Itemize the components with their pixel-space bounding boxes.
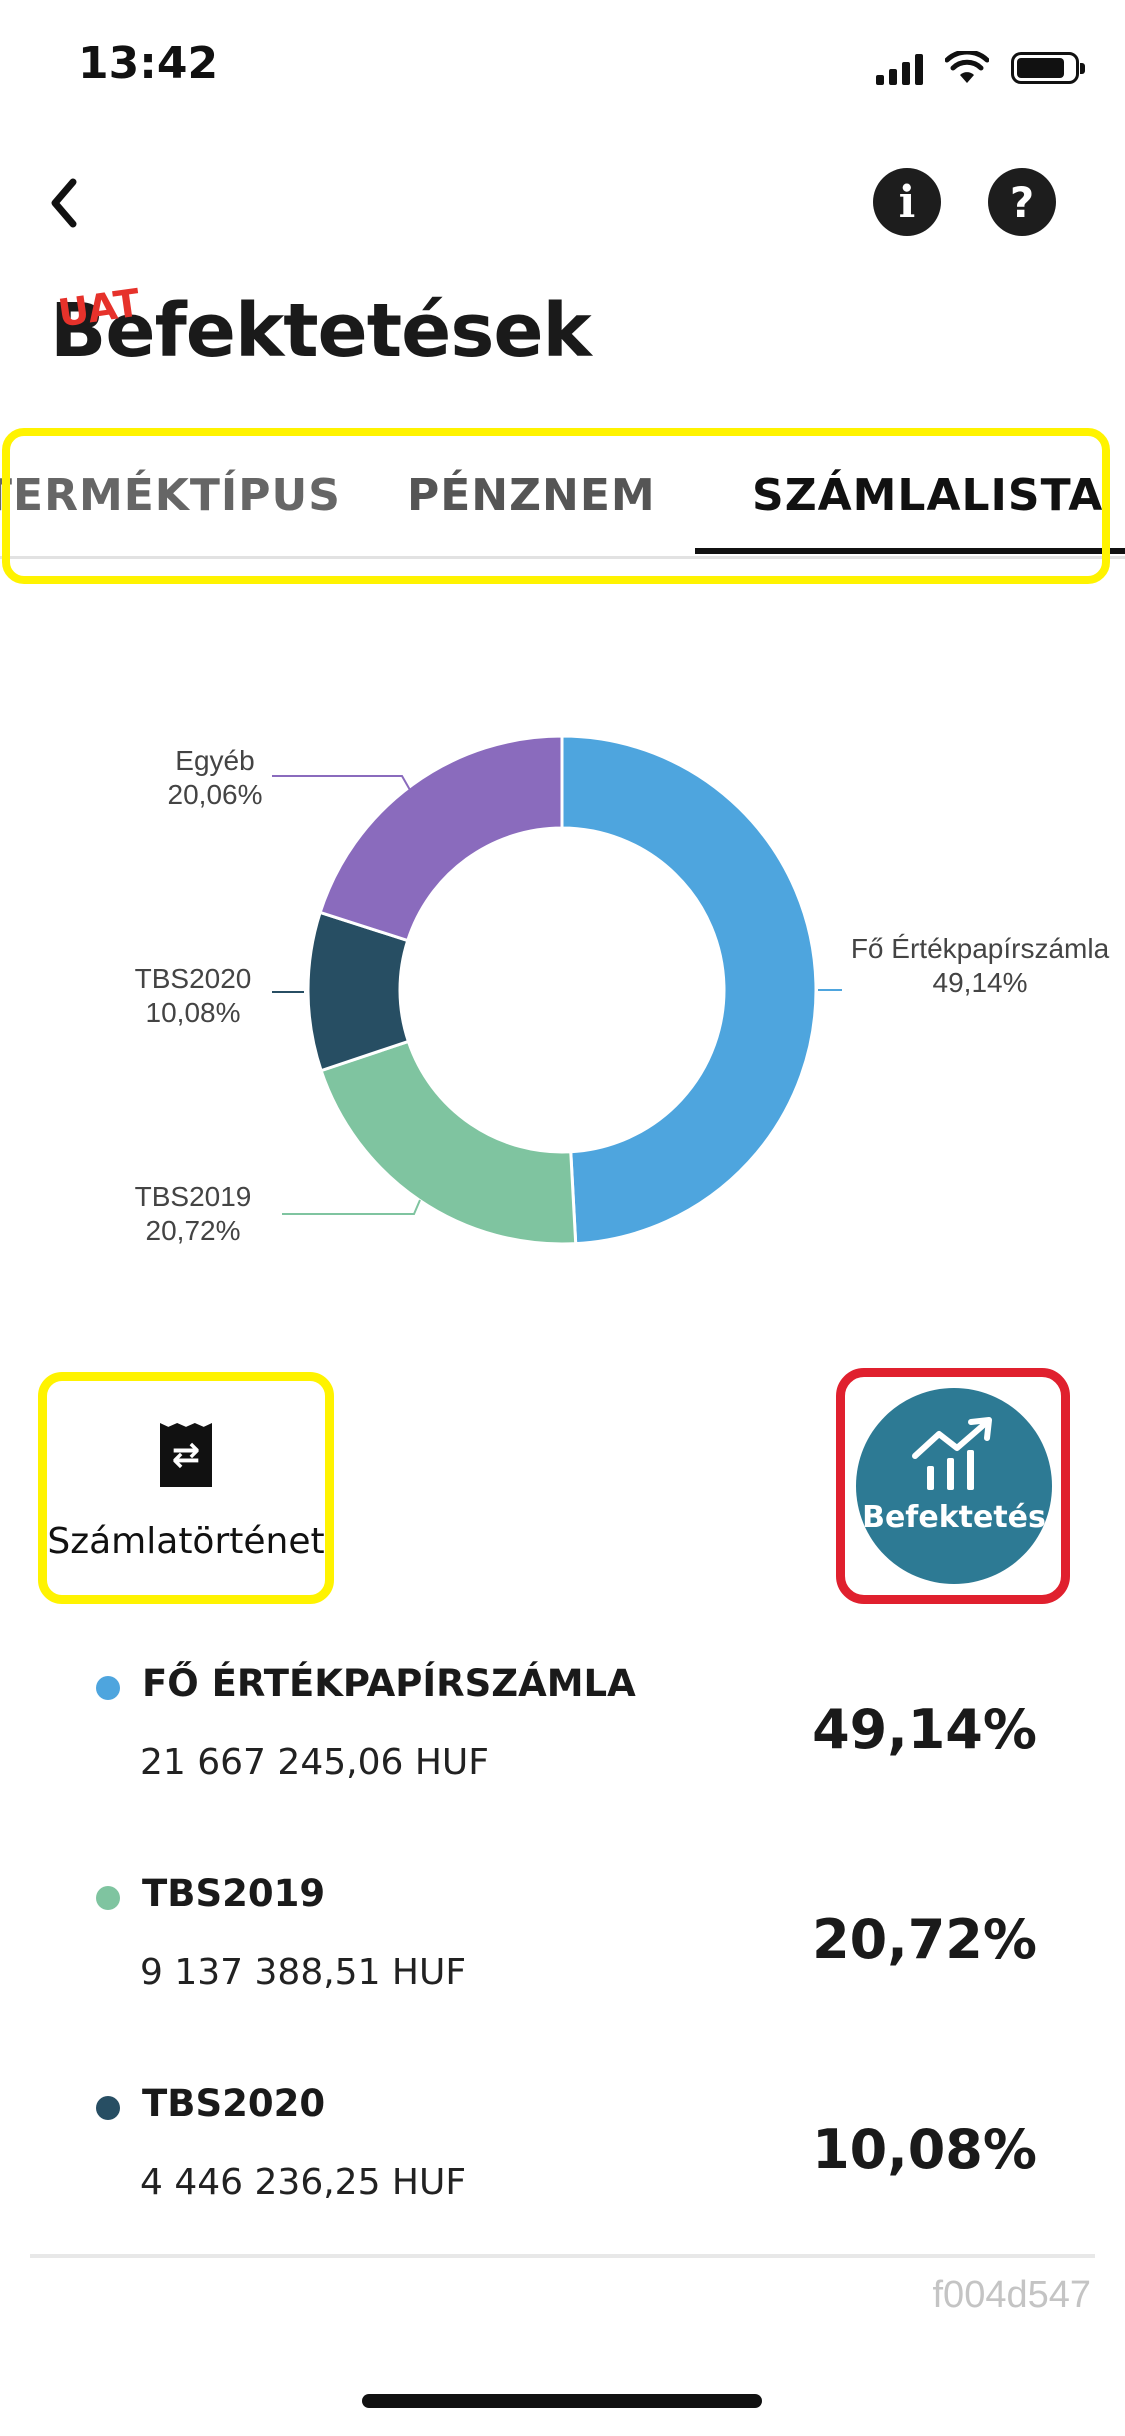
account-percent: 20,72%: [812, 1908, 1037, 1971]
chart-label-fo-name: Fő Értékpapírszámla: [850, 933, 1110, 964]
chart-label-egyeb-name: Egyéb: [175, 745, 255, 776]
back-button[interactable]: [40, 168, 88, 238]
help-button[interactable]: ?: [988, 168, 1056, 236]
account-amount: 21 667 245,06 HUF: [140, 1742, 489, 1783]
chart-label-tbs2020-name: TBS2020: [134, 963, 252, 994]
chart-label-tbs2019-name: TBS2019: [134, 1181, 252, 1212]
account-percent: 10,08%: [812, 2118, 1037, 2181]
tab-account-list[interactable]: SZÁMLALISTA: [752, 470, 1104, 521]
list-item[interactable]: TBS2020 4 446 236,25 HUF 10,08%: [0, 2078, 1125, 2278]
invest-label: Befektetés: [862, 1500, 1046, 1535]
info-icon: i: [898, 176, 916, 228]
account-amount: 9 137 388,51 HUF: [140, 1952, 467, 1993]
status-icons: [876, 46, 1085, 90]
donut-slice-egyeb: [318, 734, 564, 943]
chevron-left-icon: [51, 178, 77, 228]
account-percent: 49,14%: [812, 1698, 1037, 1761]
chart-label-tbs2019: TBS2019 20,72%: [118, 1180, 268, 1248]
tab-product-type[interactable]: TERMÉKTÍPUS: [0, 470, 341, 521]
chart-label-tbs2020: TBS2020 10,08%: [118, 962, 268, 1030]
account-history-button[interactable]: ⇄ Számlatörténet: [38, 1372, 334, 1604]
question-icon: ?: [1009, 177, 1035, 227]
tabs-divider: [0, 556, 1125, 559]
highlight-invest: [836, 1368, 1070, 1604]
chart-label-egyeb: Egyéb 20,06%: [140, 744, 290, 812]
list-item[interactable]: FŐ ÉRTÉKPAPÍRSZÁMLA 21 667 245,06 HUF 49…: [0, 1658, 1125, 1858]
account-history-label: Számlatörténet: [47, 1521, 325, 1562]
donut-slice-fo: [560, 734, 818, 1246]
account-name: TBS2020: [142, 2082, 326, 2125]
chart-label-fo-value: 49,14%: [932, 967, 1028, 998]
receipt-transfer-icon: ⇄: [160, 1423, 212, 1487]
leader-line-tbs2019: [282, 1199, 421, 1215]
list-item[interactable]: TBS2019 9 137 388,51 HUF 20,72%: [0, 1868, 1125, 2068]
page-title: Befektetések: [50, 288, 592, 374]
account-name: FŐ ÉRTÉKPAPÍRSZÁMLA: [142, 1662, 636, 1705]
account-color-dot: [96, 1886, 120, 1910]
cellular-signal-icon: [876, 51, 923, 85]
donut-slice-tbs2019: [319, 1039, 578, 1246]
trending-chart-icon: [912, 1417, 992, 1490]
account-amount: 4 446 236,25 HUF: [140, 2162, 467, 2203]
status-time: 13:42: [78, 38, 219, 89]
tab-bar: TERMÉKTÍPUS PÉNZNEM SZÁMLALISTA: [0, 430, 1125, 560]
chart-label-fo: Fő Értékpapírszámla 49,14%: [850, 932, 1110, 1000]
build-id: f004d547: [932, 2274, 1092, 2316]
list-divider: [30, 2254, 1095, 2258]
leader-line-egyeb: [272, 775, 411, 791]
account-color-dot: [96, 2096, 120, 2120]
info-button[interactable]: i: [873, 168, 941, 236]
chart-label-egyeb-value: 20,06%: [167, 779, 263, 810]
invest-button[interactable]: Befektetés: [856, 1388, 1052, 1584]
chart-label-tbs2020-value: 10,08%: [145, 997, 241, 1028]
account-name: TBS2019: [142, 1872, 326, 1915]
tab-currency[interactable]: PÉNZNEM: [407, 470, 656, 521]
home-indicator[interactable]: [362, 2394, 762, 2408]
wifi-icon: [945, 51, 989, 83]
chart-label-tbs2019-value: 20,72%: [145, 1215, 241, 1246]
battery-icon: [1011, 52, 1085, 84]
highlight-tabs: [2, 428, 1110, 584]
donut-chart: [272, 734, 842, 1246]
account-color-dot: [96, 1676, 120, 1700]
active-tab-indicator: [695, 548, 1125, 554]
